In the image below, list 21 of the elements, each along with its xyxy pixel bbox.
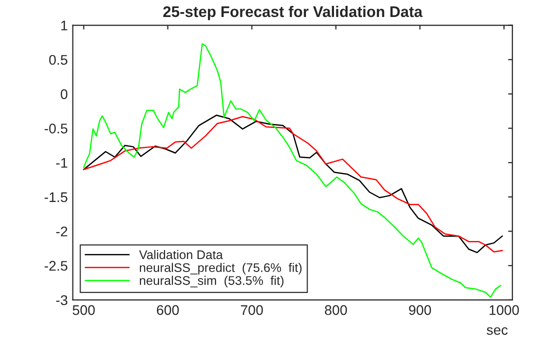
y-tick-label: -3	[56, 295, 68, 306]
y-tick-label: 1	[61, 20, 68, 30]
x-tick-label: 500	[72, 305, 95, 315]
y-tick-label: -2	[56, 226, 68, 236]
x-tick-label: 1000	[490, 305, 519, 315]
line-series	[83, 43, 502, 298]
x-axis-title: sec	[486, 327, 508, 335]
y-tick-label: -1	[56, 158, 68, 168]
y-tick-label: -1.5	[44, 192, 68, 202]
chart-title: 25-step Forecast for Validation Data	[163, 6, 423, 20]
y-tick-label: 0	[60, 89, 68, 100]
x-tick-label: 700	[240, 305, 263, 315]
y-tick-label: -2.5	[44, 260, 68, 271]
legend-label: Validation Data	[139, 250, 223, 260]
x-tick-label: 600	[156, 305, 179, 315]
y-tick-label: 0.5	[49, 54, 68, 65]
legend-label: neuralSS_sim (53.5% fit)	[140, 276, 284, 288]
y-tick-label: -0.5	[44, 124, 68, 134]
legend-label: neuralSS_predict (75.6% fit)	[140, 262, 302, 275]
x-tick-label: 800	[324, 305, 347, 315]
x-tick-label: 900	[409, 305, 431, 315]
